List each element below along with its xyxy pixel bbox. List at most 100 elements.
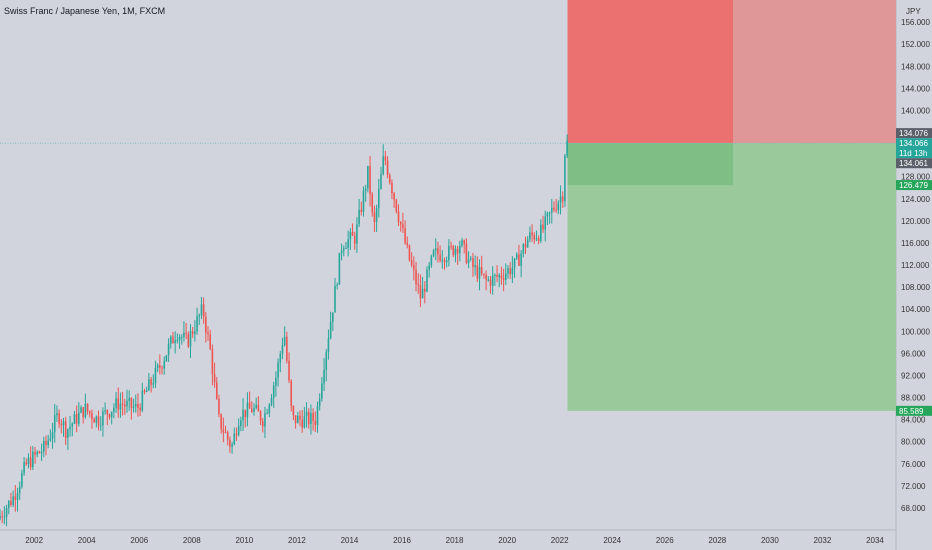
candle-body (318, 398, 321, 406)
candle (509, 262, 511, 280)
candle (522, 243, 525, 258)
candle-body (450, 245, 452, 247)
candle-body (520, 253, 522, 266)
price-label-box (896, 405, 932, 416)
candle-body (537, 238, 540, 242)
x-tick-label: 2006 (130, 536, 148, 545)
candle (474, 255, 476, 276)
candle (373, 205, 376, 232)
candle-body (485, 274, 487, 280)
candle (290, 379, 293, 412)
candle (117, 387, 120, 418)
candle (51, 422, 54, 449)
y-tick-label: 120.000 (901, 217, 930, 226)
candle (406, 236, 409, 249)
candle (38, 450, 41, 454)
price-label-box (896, 138, 932, 159)
y-tick-label: 152.000 (901, 40, 930, 49)
candle (141, 382, 144, 413)
candle-body (60, 423, 63, 426)
candle-body (25, 462, 28, 465)
candle (126, 389, 128, 413)
candle-body (51, 432, 54, 439)
candle (86, 403, 89, 415)
candle (62, 417, 65, 437)
candle (253, 403, 255, 416)
candle-body (246, 402, 249, 418)
candle-body (296, 415, 299, 424)
candle (439, 245, 441, 263)
candle (548, 211, 551, 224)
candle-body (237, 425, 240, 436)
candle (380, 166, 382, 190)
candle-body (557, 202, 560, 211)
candle (244, 409, 247, 428)
candle-body (97, 416, 100, 426)
candle (467, 251, 470, 269)
candle (489, 276, 492, 294)
candle-body (566, 140, 568, 156)
candle-body (459, 245, 461, 254)
candle (533, 232, 536, 244)
candle-body (264, 413, 266, 427)
candle (393, 191, 395, 208)
candle-body (404, 228, 406, 243)
candle-body (448, 245, 450, 261)
candle (16, 487, 19, 512)
candle-body (301, 419, 303, 428)
candle-body (443, 260, 446, 263)
candle (415, 261, 417, 292)
y-tick-label: 68.000 (901, 504, 926, 513)
candle-body (229, 439, 231, 447)
candle (441, 250, 444, 269)
candle (491, 266, 494, 295)
candle-body (500, 275, 503, 279)
candle (150, 376, 152, 393)
candle-body (53, 415, 56, 433)
candle (202, 297, 205, 324)
candle-body (518, 254, 520, 266)
candle (224, 425, 227, 434)
candle-body (18, 486, 21, 494)
candle-body (345, 248, 347, 250)
x-tick-label: 2030 (761, 536, 779, 545)
candle-body (205, 316, 207, 333)
candle (423, 281, 426, 304)
candle-body (454, 248, 457, 256)
chart-title: Swiss Franc / Japanese Yen, 1M, FXCM (4, 6, 166, 16)
candle-body (487, 279, 490, 281)
candle (515, 252, 518, 260)
candle-body (515, 254, 518, 259)
candle-body (62, 421, 65, 426)
candle-body (288, 360, 290, 381)
candle (5, 504, 8, 527)
price-label-box (896, 180, 932, 191)
candle (67, 428, 69, 450)
candle-body (314, 421, 317, 426)
y-tick-label: 156.000 (901, 18, 930, 27)
candle (180, 334, 183, 345)
candle (292, 405, 295, 421)
candle-body (113, 407, 115, 412)
candle-body (202, 304, 205, 317)
currency-label: JPY (906, 7, 921, 16)
candle-body (169, 336, 172, 344)
candle-body (489, 279, 492, 286)
candle-body (505, 273, 507, 280)
candle-body (531, 232, 533, 236)
candle (58, 409, 60, 429)
candle (154, 360, 157, 388)
candle-body (174, 340, 176, 344)
candle-body (329, 321, 332, 339)
candle (476, 256, 479, 282)
candle (443, 257, 446, 270)
candle-body (338, 253, 341, 285)
candle-body (240, 420, 242, 426)
candle-body (312, 412, 314, 422)
candle (56, 405, 58, 422)
candle-body (145, 390, 148, 392)
candle-body (286, 336, 288, 361)
candle (561, 191, 564, 208)
candle-body (211, 349, 214, 374)
